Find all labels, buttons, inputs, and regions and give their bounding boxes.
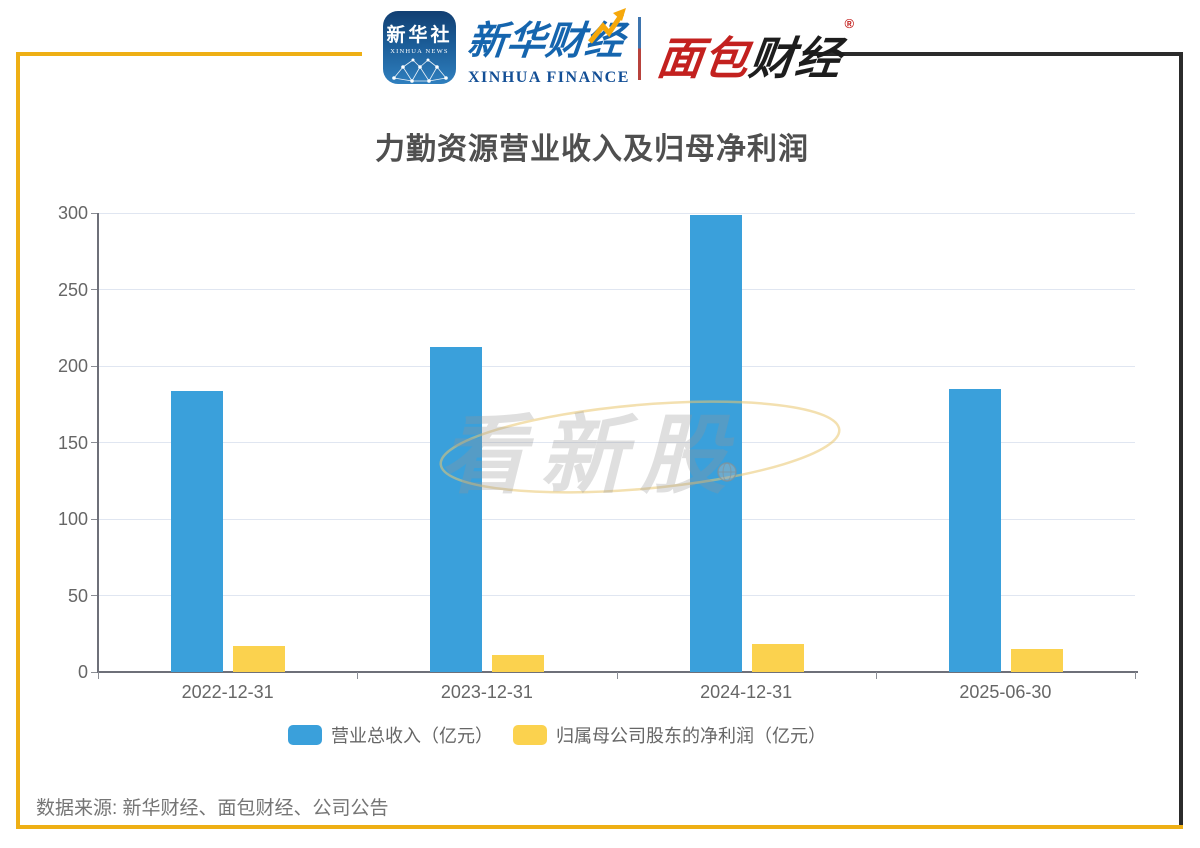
y-gridline — [98, 518, 1135, 520]
bar-revenue-2024-12-31 — [689, 215, 742, 672]
bread-finance-logo: 面包财经 ® — [654, 16, 854, 84]
y-axis-line — [97, 213, 99, 672]
frame-border-right — [1179, 52, 1183, 829]
network-constellation-icon — [391, 58, 448, 83]
x-axis-category-label: 2024-12-31 — [700, 682, 793, 702]
bar-net-profit-2024-12-31 — [751, 644, 804, 672]
y-axis-tick — [91, 365, 98, 367]
chart-title: 力勤资源营业收入及归母净利润 — [375, 133, 809, 166]
legend-swatch-revenue — [288, 725, 322, 745]
y-axis-tick — [91, 212, 98, 214]
y-axis-tick — [91, 595, 98, 596]
rising-arrow-icon — [588, 8, 626, 44]
legend-swatch-net-profit — [513, 725, 547, 745]
y-gridline — [98, 289, 1135, 290]
y-axis-tick-label: 100 — [57, 509, 88, 529]
bar-revenue-2023-12-31 — [430, 346, 483, 672]
xinhua-news-icon-subtitle: XINHUA NEWS — [390, 48, 449, 55]
registered-trademark-symbol: ® — [844, 16, 855, 31]
legend-label-net-profit: 归属母公司股东的净利润（亿元） — [556, 726, 826, 746]
data-source-note: 数据来源: 新华财经、面包财经、公司公告 — [36, 798, 389, 819]
bar-net-profit-2025-06-30 — [1010, 649, 1063, 672]
bar-revenue-2025-06-30 — [948, 388, 1001, 672]
x-axis-tick — [616, 672, 618, 679]
y-axis-tick — [91, 518, 98, 520]
bread-finance-logo-red-part: 面包 — [654, 33, 753, 84]
frame-border-top-left — [16, 52, 362, 56]
y-axis-tick-label: 200 — [57, 356, 88, 376]
xinhua-news-app-icon: 新华社 XINHUA NEWS — [383, 11, 456, 84]
y-gridline — [98, 595, 1135, 596]
y-axis-tick-label: 0 — [77, 662, 88, 682]
xinhua-news-icon-title: 新华社 — [386, 25, 453, 46]
y-axis-tick-label: 250 — [57, 279, 88, 300]
x-axis-tick — [357, 672, 359, 679]
y-axis-tick — [91, 442, 98, 443]
bar-net-profit-2023-12-31 — [492, 655, 545, 672]
x-axis-category-label: 2022-12-31 — [181, 682, 274, 702]
x-axis-line — [97, 671, 1138, 673]
y-axis-tick-label: 300 — [57, 203, 88, 223]
x-axis-category-label: 2023-12-31 — [440, 682, 533, 702]
x-axis-tick — [98, 672, 99, 679]
bar-revenue-2022-12-31 — [171, 390, 224, 672]
xinhua-finance-logo: 新华财经 XINHUA FINANCE — [465, 8, 643, 86]
chart-legend: 营业总收入（亿元） 归属母公司股东的净利润（亿元） — [0, 722, 1114, 748]
x-axis-tick — [875, 672, 877, 679]
frame-border-bottom — [16, 825, 1183, 829]
y-gridline — [98, 365, 1135, 367]
legend-label-revenue: 营业总收入（亿元） — [331, 726, 493, 746]
xinhua-finance-logo-en: XINHUA FINANCE — [468, 69, 630, 86]
y-gridline — [98, 212, 1135, 214]
x-axis-tick — [1135, 672, 1136, 679]
y-axis-tick-label: 150 — [57, 432, 88, 453]
y-axis-tick-label: 50 — [67, 585, 88, 606]
x-axis-category-label: 2025-06-30 — [959, 682, 1052, 702]
bar-net-profit-2022-12-31 — [233, 645, 286, 672]
frame-border-left — [16, 52, 20, 829]
frame-border-top-right — [810, 52, 1183, 56]
bread-finance-logo-black-part: 财经 — [746, 33, 845, 84]
y-axis-tick — [91, 671, 98, 673]
header-separator-line — [638, 17, 641, 80]
legend-item-revenue: 营业总收入（亿元） — [288, 722, 493, 748]
y-axis-tick — [91, 289, 98, 290]
legend-item-net-profit: 归属母公司股东的净利润（亿元） — [513, 722, 826, 748]
